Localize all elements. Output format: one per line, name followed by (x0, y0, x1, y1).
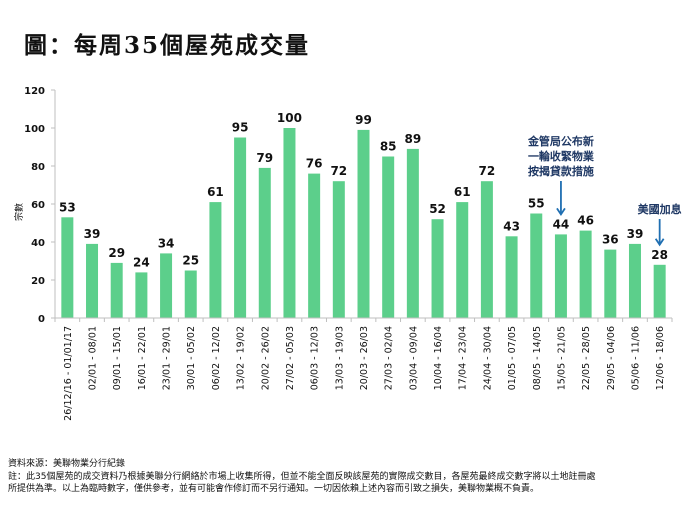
bar (604, 249, 617, 318)
arrow-head-icon (556, 207, 566, 217)
bar (332, 181, 345, 318)
x-tick-label: 06/03 - 12/03 (310, 326, 321, 390)
y-tick-label: 80 (31, 162, 45, 173)
data-label: 44 (553, 217, 570, 231)
bar (382, 156, 395, 318)
y-axis-label: 宗數 (13, 203, 25, 221)
x-tick-label: 24/04 - 30/04 (482, 326, 493, 390)
bar (110, 262, 123, 318)
y-tick-label: 60 (31, 200, 45, 211)
note-line-2: 所提供為準。以上為臨時數字，僅供參考，並有可能會作修訂而不另行通知。一切因依賴上… (8, 484, 540, 494)
data-label: 52 (429, 202, 446, 216)
x-tick-label: 08/05 - 14/05 (532, 326, 543, 390)
x-tick-label: 13/02 - 19/02 (236, 326, 247, 390)
data-label: 55 (528, 197, 545, 211)
x-tick-label: 15/05 - 21/05 (556, 326, 567, 390)
x-tick-label: 02/01 - 08/01 (88, 326, 99, 390)
bar (209, 202, 222, 318)
bar (86, 243, 99, 318)
data-label: 36 (602, 233, 619, 247)
x-tick-label: 20/02 - 26/02 (260, 326, 271, 390)
y-tick-label: 120 (24, 86, 45, 97)
x-tick-label: 27/03 - 02/04 (384, 326, 395, 390)
y-tick-label: 40 (31, 238, 45, 249)
annotation-text: 金管局公布新 (527, 134, 594, 148)
bar (505, 236, 518, 318)
data-label: 34 (158, 236, 175, 250)
bar (480, 181, 493, 318)
source-text: 資料來源：美聯物業分行紀錄 (8, 459, 126, 469)
data-label: 39 (84, 227, 101, 241)
bar (456, 202, 469, 318)
data-label: 46 (577, 214, 594, 228)
bar-chart: 0 20 40 60 80 100 120 53 39 29 24 34 25 61 95 79 100 76 7… (13, 86, 682, 421)
annotation-text: 美國加息 (638, 202, 682, 216)
x-axis: 26/12/16 - 01/01/17 02/01 - 08/01 09/01 - … (54, 317, 673, 421)
data-label: 39 (627, 227, 644, 241)
data-label: 61 (454, 185, 471, 199)
x-tick-label: 17/04 - 23/04 (458, 326, 469, 390)
data-label: 61 (207, 185, 224, 199)
x-tick-label: 09/01 - 15/01 (112, 326, 123, 390)
data-label: 100 (277, 111, 302, 125)
x-tick-label: 12/06 - 18/06 (655, 326, 666, 390)
bar (357, 129, 370, 318)
x-tick-label: 23/01 - 29/01 (162, 326, 173, 390)
data-label: 95 (232, 121, 249, 135)
bar (61, 217, 74, 318)
data-label: 99 (355, 113, 372, 127)
data-label: 79 (256, 151, 273, 165)
bar (406, 148, 419, 318)
y-tick-label: 20 (31, 276, 45, 287)
x-tick-label: 10/04 - 16/04 (433, 326, 444, 390)
x-tick-label: 03/04 - 09/04 (408, 326, 419, 390)
data-label: 28 (651, 248, 668, 262)
data-label: 25 (182, 254, 199, 268)
bar (653, 264, 666, 318)
x-tick-label: 29/05 - 04/06 (606, 326, 617, 390)
x-tick-label: 26/12/16 - 01/01/17 (63, 326, 74, 421)
bar (628, 243, 641, 318)
y-axis: 0 20 40 60 80 100 120 (24, 86, 56, 325)
bar (234, 137, 247, 318)
data-label: 85 (380, 140, 397, 154)
bar (184, 270, 197, 318)
y-tick-label: 0 (38, 314, 45, 325)
bar (530, 213, 543, 318)
bar (308, 173, 321, 318)
data-label: 76 (306, 157, 323, 171)
x-tick-label: 22/05 - 28/05 (581, 326, 592, 390)
data-label: 72 (330, 164, 347, 178)
x-tick-label: 06/02 - 12/02 (211, 326, 222, 390)
data-label: 29 (108, 246, 125, 260)
bar (258, 167, 271, 318)
bar (135, 272, 148, 318)
annotation-text: 一輪收緊物業 (528, 149, 595, 163)
data-label: 53 (59, 200, 76, 214)
bar (431, 219, 444, 318)
bar (283, 128, 296, 318)
arrow-head-icon (654, 238, 665, 247)
data-label: 43 (503, 219, 520, 233)
chart-title: 圖：每周35個屋苑成交量 (24, 32, 311, 59)
bar (554, 234, 567, 318)
x-tick-label: 13/03 - 19/03 (334, 326, 345, 390)
footer: 資料來源：美聯物業分行紀錄 註：此35個屋苑的成交資料乃根據美聯分行網絡於市場上… (8, 458, 698, 496)
annotation-text: 按揭貸款措施 (528, 164, 594, 178)
bar (579, 230, 592, 318)
x-tick-label: 30/01 - 05/02 (186, 326, 197, 390)
x-tick-label: 16/01 - 22/01 (137, 326, 148, 390)
x-tick-label: 01/05 - 07/05 (507, 326, 518, 390)
bars: 53 39 29 24 34 25 61 95 79 100 76 72 99 85 89 52 61 72 43 5… (59, 111, 668, 318)
note-line-1: 註：此35個屋苑的成交資料乃根據美聯分行網絡於市場上收集所得，但並不能全面反映該… (8, 471, 596, 482)
y-tick-label: 100 (24, 124, 45, 135)
bar (160, 253, 173, 318)
data-label: 89 (405, 132, 422, 146)
data-label: 24 (133, 255, 150, 269)
x-tick-label: 05/06 - 11/06 (630, 326, 641, 390)
x-tick-label: 27/02 - 05/03 (285, 326, 296, 390)
data-label: 72 (479, 164, 496, 178)
x-tick-label: 20/03 - 26/03 (359, 326, 370, 390)
